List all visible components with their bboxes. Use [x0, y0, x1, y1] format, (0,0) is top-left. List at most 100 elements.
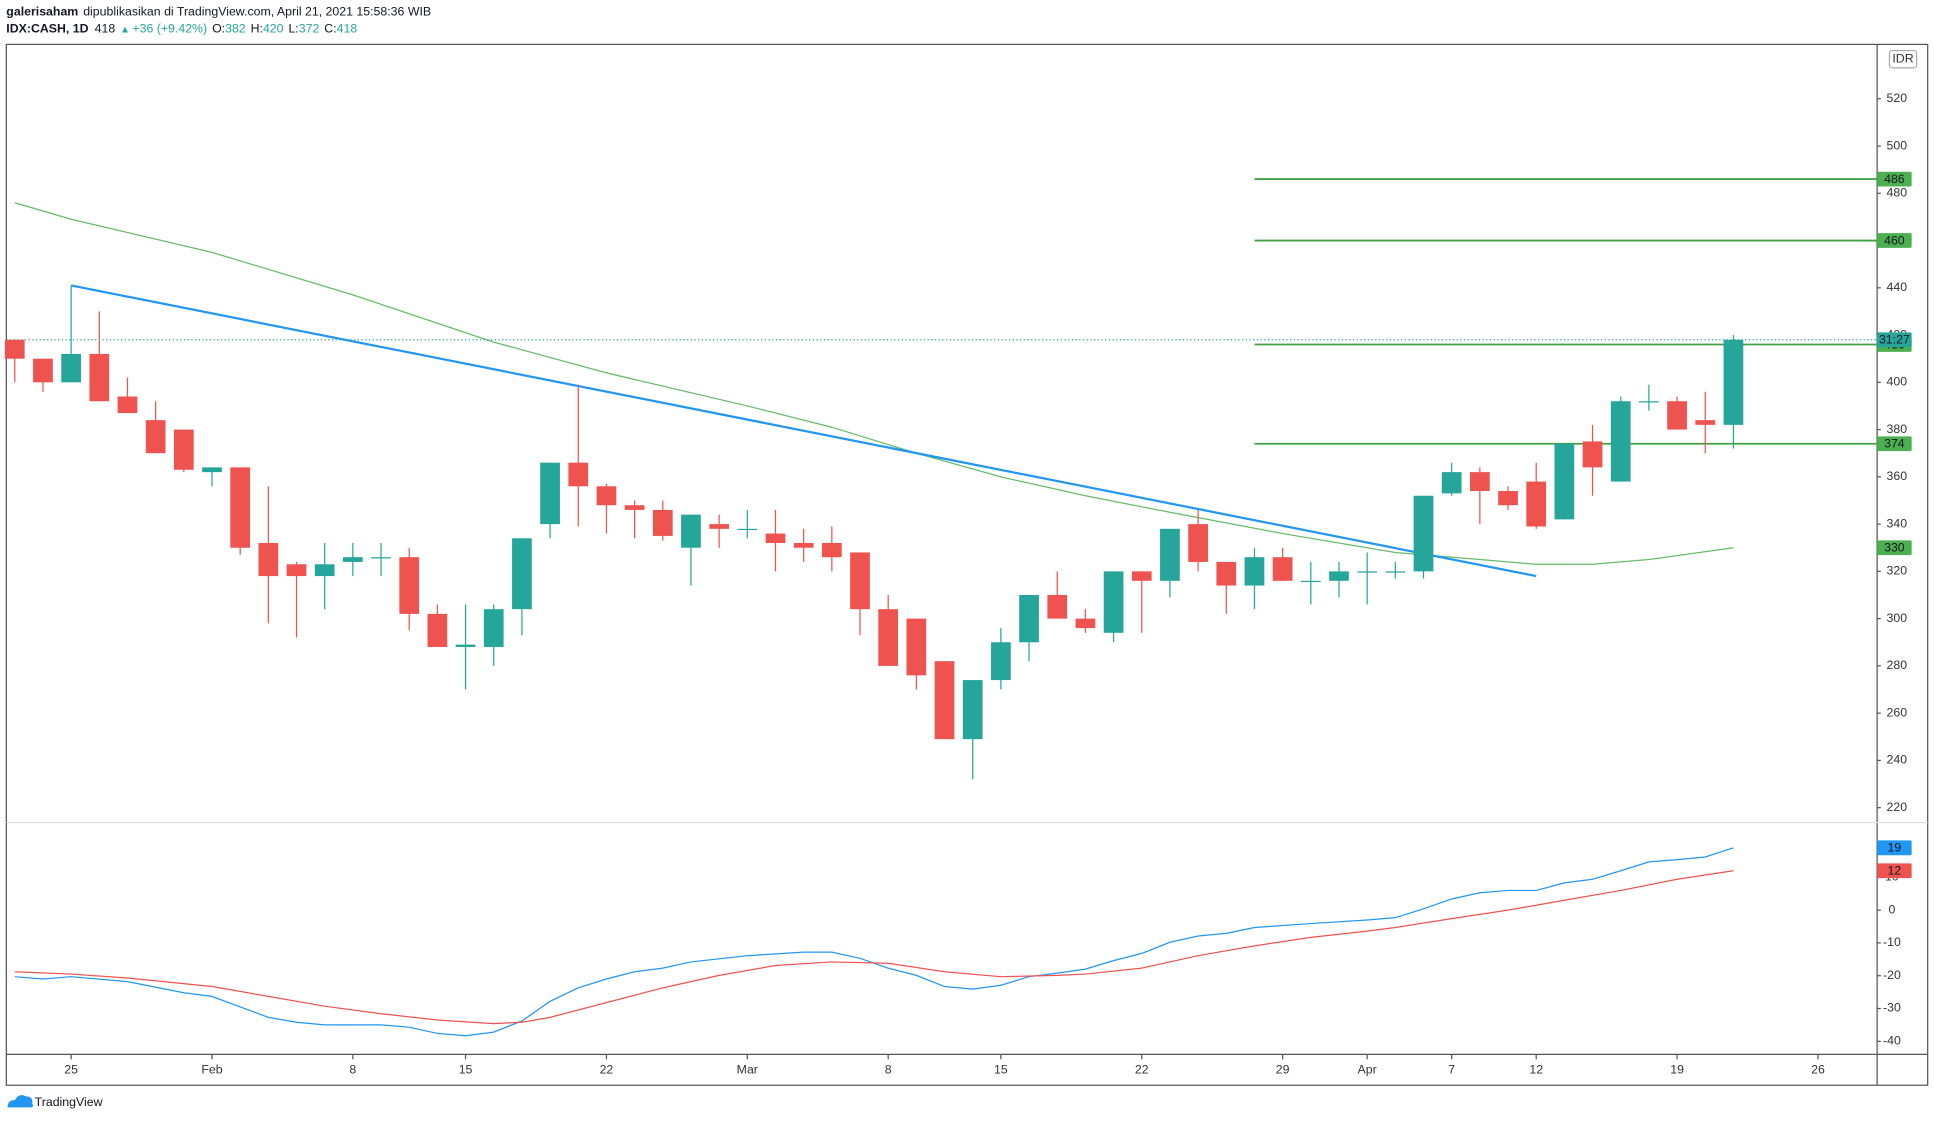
- candle-body: [1075, 618, 1096, 629]
- y-tick-label: -10: [1883, 935, 1901, 949]
- candle-body: [793, 543, 814, 548]
- candle-body: [1441, 472, 1462, 494]
- published: dipublikasikan di TradingView.com, April…: [83, 5, 431, 19]
- candle-body: [399, 557, 420, 614]
- price-label-box: [1877, 436, 1912, 452]
- candle-body: [1526, 481, 1547, 527]
- price-label-box: [1877, 171, 1912, 187]
- axis-unit: IDR: [1892, 51, 1913, 65]
- candle-body: [540, 462, 560, 525]
- candle-body: [962, 680, 983, 740]
- x-tick-label: 29: [1276, 1063, 1290, 1077]
- y-tick-label: 220: [1887, 800, 1908, 814]
- price-label-box: [1877, 233, 1912, 248]
- unit-box: [1888, 49, 1918, 69]
- ohlc-label: C:: [324, 22, 336, 36]
- y-tick-label: 520: [1887, 91, 1908, 105]
- candle-body: [1244, 557, 1265, 586]
- ohlc-value: 420: [263, 22, 284, 36]
- moving-average: [14, 202, 1734, 565]
- ohlc-label: H:: [251, 22, 263, 36]
- ohlc-label: O:: [212, 22, 225, 36]
- x-tick-label: 22: [600, 1063, 614, 1077]
- x-tick-label: Mar: [737, 1063, 758, 1077]
- candle-body: [1019, 594, 1039, 643]
- price-label: 330: [1884, 541, 1905, 555]
- candle-body: [1413, 495, 1434, 572]
- candle-body: [596, 486, 617, 506]
- candle-body: [258, 543, 279, 577]
- y-tick-label: -30: [1883, 1001, 1901, 1015]
- x-tick-label: Apr: [1358, 1063, 1377, 1077]
- candle-body: [737, 528, 758, 531]
- candle-body: [1695, 420, 1716, 425]
- x-tick-label: 22: [1135, 1063, 1149, 1077]
- candle-body: [1582, 441, 1603, 468]
- candle-body: [934, 661, 955, 740]
- candle-body: [230, 467, 251, 548]
- ohlc-label: L:: [288, 22, 298, 36]
- candle-body: [850, 552, 870, 610]
- candle-body: [89, 353, 110, 402]
- candle-body: [343, 557, 363, 562]
- price-label: 31:27: [1879, 333, 1910, 347]
- x-tick-label: 19: [1670, 1063, 1684, 1077]
- price-label: 460: [1884, 233, 1905, 247]
- price-label: 12: [1888, 864, 1902, 878]
- candle-body: [1469, 472, 1490, 492]
- price-label: 374: [1884, 437, 1905, 451]
- x-tick-label: 7: [1448, 1063, 1455, 1077]
- ohlc-value: 382: [225, 22, 246, 36]
- header-line2: IDX:CASH, 1D 418 ▲ +36 (+9.42%) O:382 H:420 L:…: [6, 22, 357, 36]
- candle-body: [427, 613, 448, 647]
- x-tick-label: 8: [885, 1063, 892, 1077]
- y-tick-label: 500: [1887, 138, 1908, 152]
- candle-body: [991, 642, 1011, 681]
- candle-body: [1385, 571, 1406, 573]
- x-tick-label: 15: [994, 1063, 1008, 1077]
- last: 418: [95, 22, 116, 36]
- x-tick-label: 26: [1811, 1063, 1825, 1077]
- candle-body: [1047, 594, 1068, 619]
- price-label-box: [1877, 863, 1912, 879]
- candle-body: [1667, 401, 1687, 430]
- x-tick-label: 15: [459, 1063, 473, 1077]
- y-tick-label: 300: [1887, 611, 1908, 625]
- candle-body: [624, 505, 645, 510]
- candle-body: [117, 396, 138, 414]
- candle-body: [455, 644, 476, 647]
- y-tick-label: 240: [1887, 753, 1908, 767]
- candle-body: [1103, 571, 1124, 633]
- y-tick-label: 440: [1887, 280, 1908, 294]
- candle-body: [1610, 401, 1631, 482]
- x-tick-label: 25: [64, 1063, 78, 1077]
- candle-body: [709, 524, 730, 529]
- candle-body: [1160, 528, 1180, 581]
- y-tick-label: 280: [1887, 658, 1908, 672]
- y-tick-label: 360: [1887, 469, 1908, 483]
- candle-body: [512, 538, 532, 610]
- price-label: 486: [1884, 172, 1905, 186]
- candle-body: [765, 533, 786, 544]
- candle-body: [33, 358, 53, 383]
- candle-body: [681, 514, 701, 548]
- y-tick-label: 480: [1887, 186, 1908, 200]
- author: galerisaham: [6, 5, 78, 19]
- candle-body: [483, 609, 504, 647]
- price-label-box: [1877, 840, 1912, 856]
- x-tick-label: Feb: [201, 1063, 222, 1077]
- y-tick-label: -40: [1883, 1034, 1901, 1048]
- candle-body: [202, 467, 222, 473]
- plot: 25 Feb 8 15 22 Mar 8 15 22 29 Apr 7 12 19 26 220 240 260 2…: [4, 91, 1912, 1077]
- candle-body: [286, 564, 307, 577]
- candle-body: [4, 339, 25, 359]
- arrow: ▲: [120, 24, 130, 35]
- candle-body: [878, 609, 899, 666]
- candle-body: [821, 543, 842, 558]
- indicator-line: [14, 870, 1734, 1025]
- price-label-box: [1877, 540, 1912, 556]
- symbol: IDX:CASH, 1D: [6, 22, 88, 36]
- y-tick-label: -20: [1883, 968, 1901, 982]
- candle-body: [1329, 571, 1349, 581]
